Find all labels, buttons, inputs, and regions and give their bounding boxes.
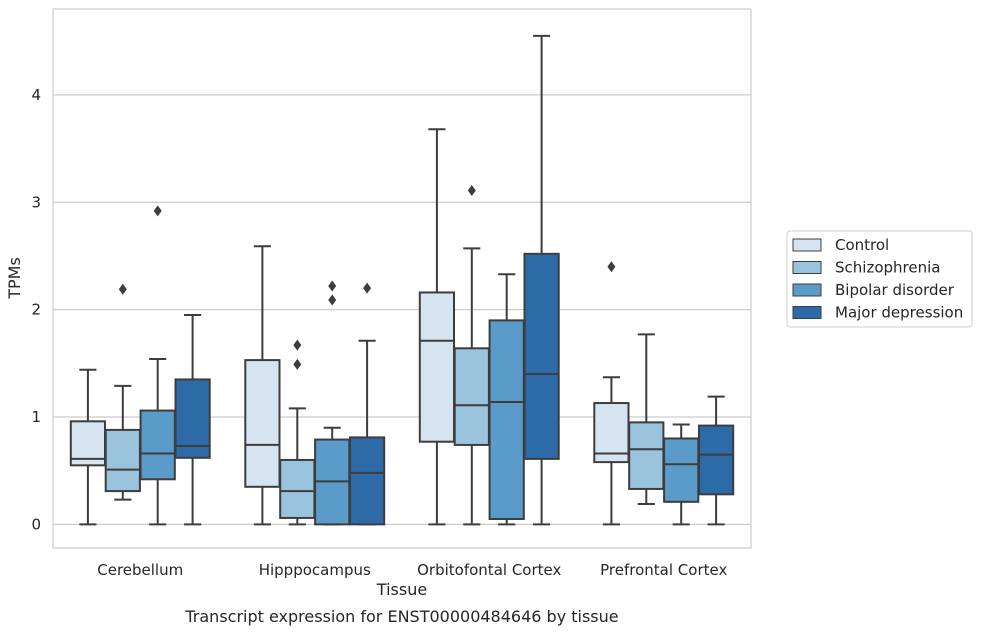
outlier-point (293, 358, 302, 370)
box (418, 128, 456, 526)
legend-swatch (792, 283, 822, 297)
outlier-point (328, 280, 337, 292)
box (139, 205, 176, 526)
box-body (488, 319, 525, 521)
box-body (348, 436, 386, 526)
outlier-point (118, 283, 127, 295)
x-tick-labels: Cerebellum Hipppocampus Orbitofontal Corte… (97, 561, 727, 579)
box-body (523, 252, 560, 460)
box-body (697, 424, 735, 496)
outlier-point (363, 282, 372, 294)
box-body (418, 291, 456, 443)
x-axis-title: Tissue (376, 580, 427, 599)
box-body (244, 359, 281, 488)
series-group (69, 128, 630, 526)
box-body (593, 402, 630, 464)
y-tick-label: 1 (31, 408, 41, 426)
box (488, 273, 525, 526)
box-body (279, 458, 316, 519)
legend-item: Schizophrenia (792, 259, 940, 277)
x-tick-label: Cerebellum (97, 561, 183, 579)
box (697, 395, 735, 526)
legend-frame (786, 230, 973, 328)
legend-swatch (792, 261, 822, 274)
outlier-point (153, 205, 162, 217)
series-group (174, 34, 735, 526)
outlier-point (607, 261, 616, 273)
box (628, 333, 665, 505)
x-tick-label: Prefrontal Cortex (600, 561, 727, 579)
chart-caption: Transcript expression for ENST0000048464… (184, 607, 618, 626)
legend-swatch (792, 238, 822, 252)
legend-label: Bipolar disorder (835, 281, 955, 299)
box-body (663, 437, 700, 503)
box-body (453, 347, 490, 446)
x-tick-label: Hipppocampus (259, 561, 371, 579)
box-body (139, 409, 176, 481)
y-tick-label: 2 (31, 301, 41, 319)
box (593, 261, 630, 526)
legend-label: Schizophrenia (835, 259, 940, 277)
box (279, 339, 316, 526)
box (314, 280, 351, 526)
box (104, 283, 141, 501)
box (453, 184, 490, 526)
outlier-point (293, 339, 302, 351)
box (174, 314, 211, 526)
legend-label: Major depression (835, 304, 963, 322)
legend-swatch (792, 306, 822, 319)
box (244, 245, 281, 526)
box (348, 282, 386, 526)
legend: Control Schizophrenia Bipolar disorder Majo… (786, 230, 973, 328)
plot-area-frame (52, 8, 752, 549)
box (663, 423, 700, 526)
outlier-point (328, 294, 337, 306)
y-tick-label: 4 (31, 86, 41, 104)
legend-item: Bipolar disorder (792, 281, 955, 299)
outlier-point (467, 184, 476, 196)
box (69, 368, 107, 526)
legend-label: Control (835, 236, 889, 254)
box-body (104, 428, 141, 493)
y-tick-labels: 0 1 2 3 4 (31, 86, 41, 533)
legend-item: Major depression (792, 304, 963, 322)
box-groups (69, 34, 735, 526)
box-body (628, 421, 665, 490)
legend-item: Control (792, 236, 889, 254)
x-tick-label: Orbitofontal Cortex (417, 561, 561, 579)
box-body (174, 378, 211, 459)
y-tick-label: 0 (31, 515, 41, 533)
y-tick-label: 3 (31, 193, 41, 211)
legend-items: Control Schizophrenia Bipolar disorder Majo… (792, 236, 963, 322)
y-axis-title: TPMs (5, 257, 24, 300)
box (523, 34, 560, 526)
